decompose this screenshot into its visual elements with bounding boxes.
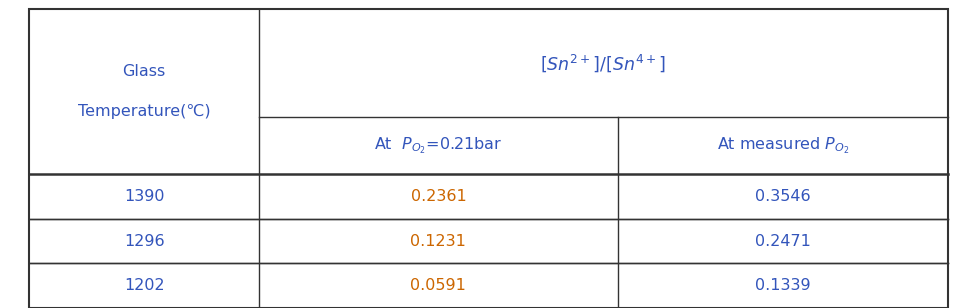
Text: Glass: Glass bbox=[122, 64, 166, 79]
Text: 0.1339: 0.1339 bbox=[755, 278, 811, 293]
Text: At  $P_{O_2}$=0.21bar: At $P_{O_2}$=0.21bar bbox=[374, 135, 502, 156]
Text: At measured $P_{O_2}$: At measured $P_{O_2}$ bbox=[717, 135, 849, 156]
Text: 0.3546: 0.3546 bbox=[755, 189, 811, 204]
Text: 1296: 1296 bbox=[124, 233, 164, 249]
Text: Temperature(℃): Temperature(℃) bbox=[78, 104, 210, 119]
Text: 0.0591: 0.0591 bbox=[410, 278, 466, 293]
Text: $[Sn^{2+}]/[Sn^{4+}]$: $[Sn^{2+}]/[Sn^{4+}]$ bbox=[540, 52, 666, 74]
Text: 0.2361: 0.2361 bbox=[410, 189, 466, 204]
Text: 1202: 1202 bbox=[124, 278, 164, 293]
Text: 0.1231: 0.1231 bbox=[410, 233, 466, 249]
Text: 1390: 1390 bbox=[124, 189, 164, 204]
Text: 0.2471: 0.2471 bbox=[755, 233, 811, 249]
